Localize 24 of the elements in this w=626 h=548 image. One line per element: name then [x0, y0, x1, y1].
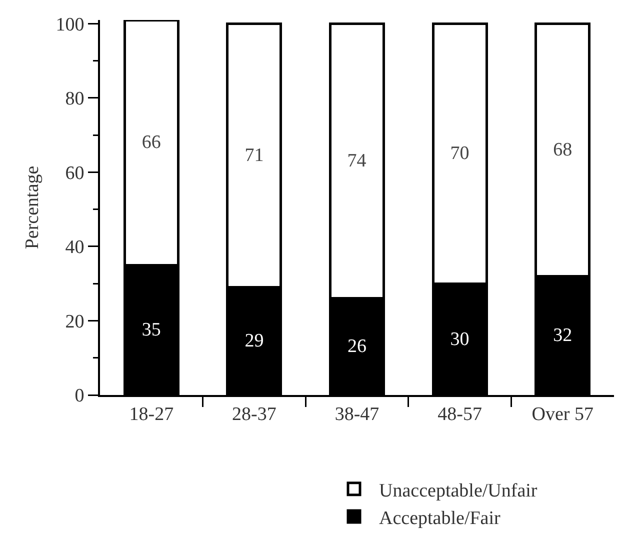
y-tick-label: 40 [65, 237, 84, 258]
x-tick-label: 28-37 [232, 404, 276, 425]
y-tick-label: 20 [65, 311, 84, 332]
data-label: 32 [553, 325, 572, 346]
data-label: 74 [347, 150, 367, 172]
x-tick-label: 48-57 [438, 404, 482, 425]
data-label: 26 [348, 336, 366, 358]
data-label: 29 [244, 330, 264, 352]
y-axis-title: Percentage [22, 166, 44, 250]
x-tick-label: Over 57 [532, 404, 594, 425]
data-label: 66 [142, 132, 161, 154]
data-label: 70 [450, 143, 470, 164]
y-tick-label: 0 [74, 386, 84, 407]
legend-label: Unacceptable/Unfair [379, 480, 538, 502]
y-tick-label: 60 [65, 162, 84, 184]
data-label: 35 [142, 320, 161, 341]
y-tick-label: 100 [56, 14, 84, 36]
data-label: 30 [450, 328, 470, 350]
data-label: 68 [553, 139, 572, 160]
y-tick-label: 80 [65, 88, 84, 110]
data-label: 71 [244, 145, 264, 166]
x-tick-label: 18-27 [129, 404, 174, 425]
x-tick-label: 38-47 [334, 404, 380, 425]
legend-label: Acceptable/Fair [379, 508, 501, 529]
